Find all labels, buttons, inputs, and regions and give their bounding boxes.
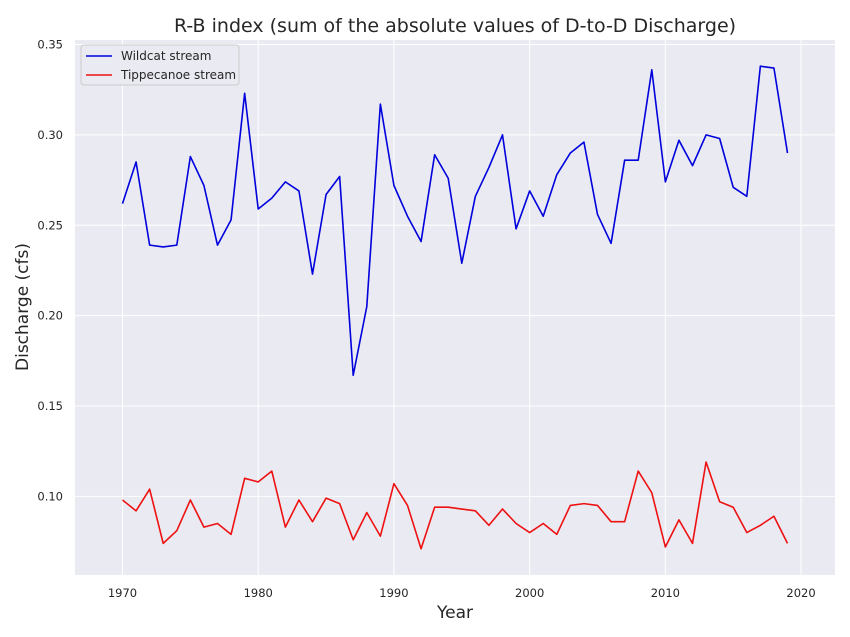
x-axis-label: Year [436,603,473,623]
legend: Wildcat stream Tippecanoe stream [80,44,240,86]
x-tick-label: 2010 [651,586,680,600]
y-tick-label: 0.20 [37,309,63,323]
x-tick-label: 2020 [786,586,815,600]
x-tick-label: 1980 [244,586,273,600]
x-tick-label: 1990 [379,586,408,600]
legend-label-tippecanoe: Tippecanoe stream [120,68,236,82]
y-tick-label: 0.10 [37,489,63,503]
legend-box [80,44,240,86]
x-tick-label: 1970 [108,586,137,600]
y-axis-label: Discharge (cfs) [13,243,33,371]
series-line-wildcat-stream [121,65,789,377]
series-layer [121,65,789,550]
x-tick-label: 2000 [515,586,544,600]
chart-title: R-B index (sum of the absolute values of… [174,15,736,37]
y-tick-label: 0.25 [37,218,63,232]
tick-labels: 1970 1980 1990 2000 2010 2020 0.10 0.15 0.20 0.25… [37,38,815,600]
y-tick-label: 0.15 [37,399,63,413]
series-line-tippecanoe-stream [122,461,789,550]
y-tick-label: 0.30 [37,128,63,142]
legend-label-wildcat: Wildcat stream [121,49,211,63]
plot-area [75,40,835,575]
y-tick-label: 0.35 [37,38,63,52]
